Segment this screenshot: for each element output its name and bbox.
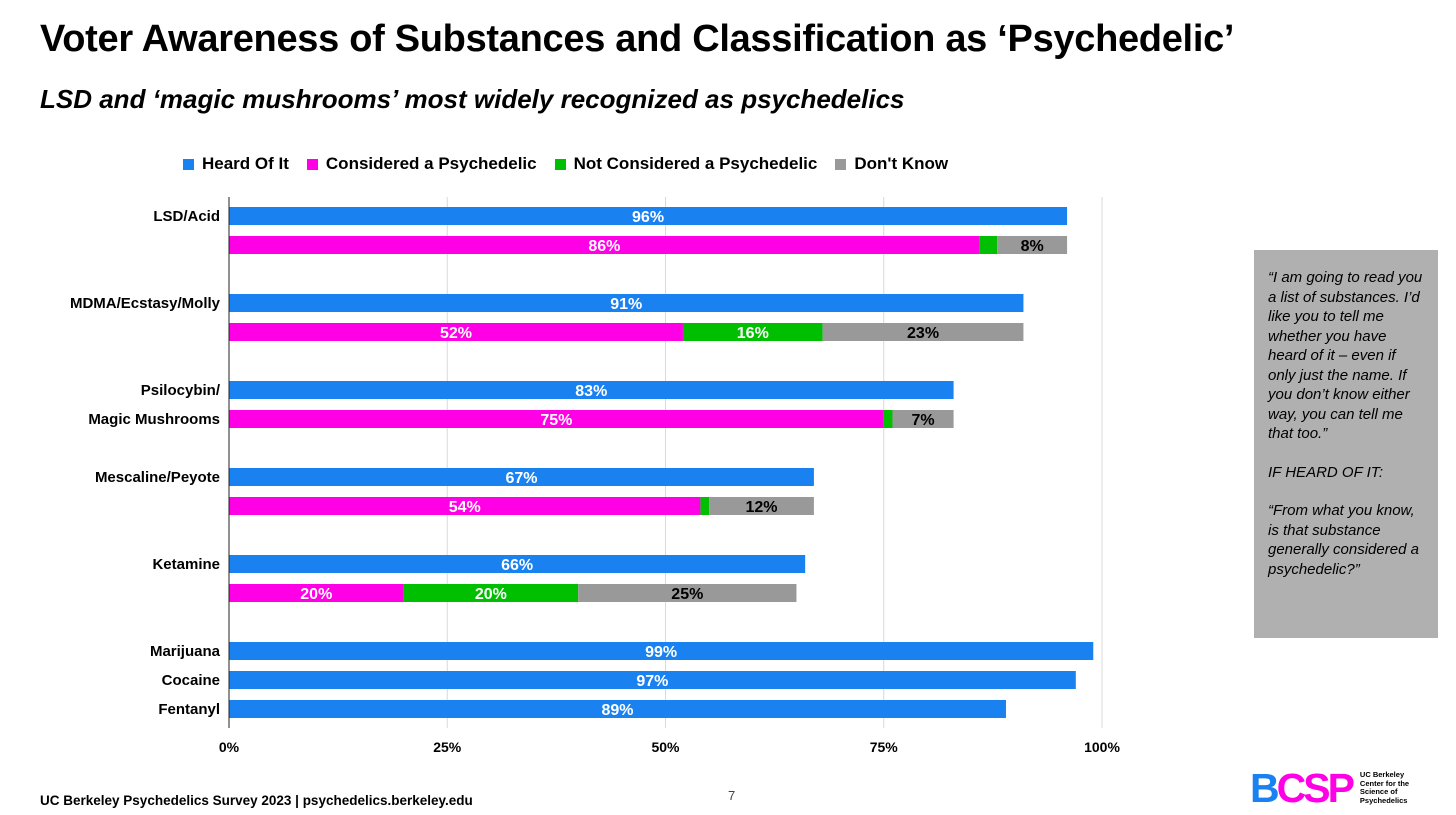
legend-label-not-psychedelic: Not Considered a Psychedelic — [573, 154, 818, 173]
data-label: 16% — [737, 325, 769, 342]
data-label: 91% — [610, 296, 642, 313]
data-label: 54% — [449, 499, 481, 516]
category-label: Cocaine — [162, 672, 220, 689]
legend-item-psychedelic: Considered a Psychedelic — [306, 154, 537, 174]
legend-item-heard: Heard Of It — [183, 154, 289, 174]
category-label: LSD/Acid — [153, 208, 220, 225]
data-label: 67% — [505, 470, 537, 487]
data-label: 52% — [440, 325, 472, 342]
note-question-psychedelic: “From what you know, is that substance g… — [1268, 502, 1419, 578]
bar-chart: 0% 25% 50% 75% 100% LSD/Acid 96% 86% 8% MDMA/Ecst… — [70, 197, 1120, 755]
legend-item-not-psychedelic: Not Considered a Psychedelic — [554, 154, 818, 174]
question-note-box: “I am going to read you a list of substa… — [1254, 250, 1438, 638]
data-label: 12% — [746, 499, 778, 516]
note-question-heard: “I am going to read you a list of substa… — [1268, 269, 1423, 442]
data-label: 89% — [601, 702, 633, 719]
data-label: 25% — [671, 586, 703, 603]
bar-dont-know — [578, 584, 797, 602]
page-number: 7 — [728, 788, 736, 803]
page-subtitle: LSD and ‘magic mushrooms’ most widely re… — [40, 84, 905, 114]
logo-mark-b: B — [1250, 765, 1280, 811]
bar-psychedelic — [229, 497, 701, 515]
data-label: 97% — [636, 673, 668, 690]
logo-text-line: UC Berkeley — [1359, 770, 1405, 779]
bar-psychedelic — [229, 410, 884, 428]
bar-heard — [229, 700, 1006, 718]
data-label: 7% — [911, 412, 934, 429]
data-label: 8% — [1021, 238, 1044, 255]
bar-heard — [229, 671, 1076, 689]
footer-source: UC Berkeley Psychedelics Survey 2023 | p… — [40, 793, 473, 808]
legend-label-dont-know: Don't Know — [854, 154, 949, 173]
bar-dont-know — [822, 323, 1024, 341]
x-tick-label: 100% — [1084, 739, 1120, 755]
bar-dont-know — [892, 410, 954, 428]
category-label: Fentanyl — [158, 701, 220, 718]
category-label: Marijuana — [150, 643, 221, 660]
logo-text-line: Center for the — [1359, 778, 1410, 788]
data-label: 20% — [475, 586, 507, 603]
category-label: Psilocybin/ — [141, 382, 221, 399]
logo-text-line: Science of — [1359, 787, 1398, 796]
legend-swatch-psychedelic — [306, 158, 318, 170]
data-label: 83% — [575, 383, 607, 400]
bar-not-psychedelic — [979, 236, 998, 254]
bar-not-psychedelic — [883, 410, 893, 428]
category-label: Magic Mushrooms — [88, 411, 220, 428]
data-label: 66% — [501, 557, 533, 574]
bar-heard — [229, 555, 806, 573]
category-label: MDMA/Ecstasy/Molly — [70, 295, 221, 312]
bar-psychedelic — [229, 236, 980, 254]
legend-swatch-heard — [183, 158, 194, 170]
note-condition: IF HEARD OF IT: — [1268, 463, 1384, 481]
bar-heard — [229, 642, 1094, 660]
bcsp-logo: BCSP UC Berkeley Center for the Science … — [1250, 765, 1420, 811]
logo-mark: BCSP — [1250, 765, 1355, 811]
bar-heard — [229, 468, 814, 486]
category-label: Ketamine — [152, 556, 220, 573]
data-label: 86% — [588, 238, 620, 255]
bar-dont-know — [997, 236, 1068, 254]
logo-text: UC Berkeley Center for the Science of Ps… — [1359, 770, 1420, 805]
legend-label-psychedelic: Considered a Psychedelic — [325, 154, 537, 173]
bar-psychedelic — [229, 323, 683, 341]
bar-heard — [229, 207, 1068, 225]
x-tick-label: 75% — [870, 739, 899, 755]
data-label: 75% — [540, 412, 572, 429]
bar-not-psychedelic — [403, 584, 579, 602]
data-label: 20% — [300, 586, 332, 603]
category-label: Mescaline/Peyote — [95, 469, 220, 486]
bar-heard — [229, 294, 1024, 312]
bar-dont-know — [709, 497, 814, 515]
x-tick-label: 50% — [651, 739, 680, 755]
logo-mark-csp: CSP — [1276, 765, 1355, 811]
bar-heard — [229, 381, 954, 399]
bar-psychedelic — [229, 584, 404, 602]
page-title: Voter Awareness of Substances and Classi… — [40, 18, 1235, 60]
chart-legend: Heard Of It Considered a Psychedelic Not… — [183, 154, 948, 174]
x-tick-label: 0% — [219, 739, 240, 755]
legend-swatch-not-psychedelic — [554, 158, 566, 170]
legend-item-dont-know: Don't Know — [835, 154, 948, 174]
legend-swatch-dont-know — [835, 158, 847, 170]
x-tick-label: 25% — [433, 739, 462, 755]
logo-text-line: Psychedelics — [1359, 795, 1408, 805]
data-label: 96% — [632, 209, 664, 226]
legend-label-heard: Heard Of It — [202, 154, 289, 173]
data-label: 99% — [645, 644, 677, 661]
data-label: 23% — [907, 325, 939, 342]
bar-not-psychedelic — [700, 497, 710, 515]
bar-not-psychedelic — [682, 323, 823, 341]
